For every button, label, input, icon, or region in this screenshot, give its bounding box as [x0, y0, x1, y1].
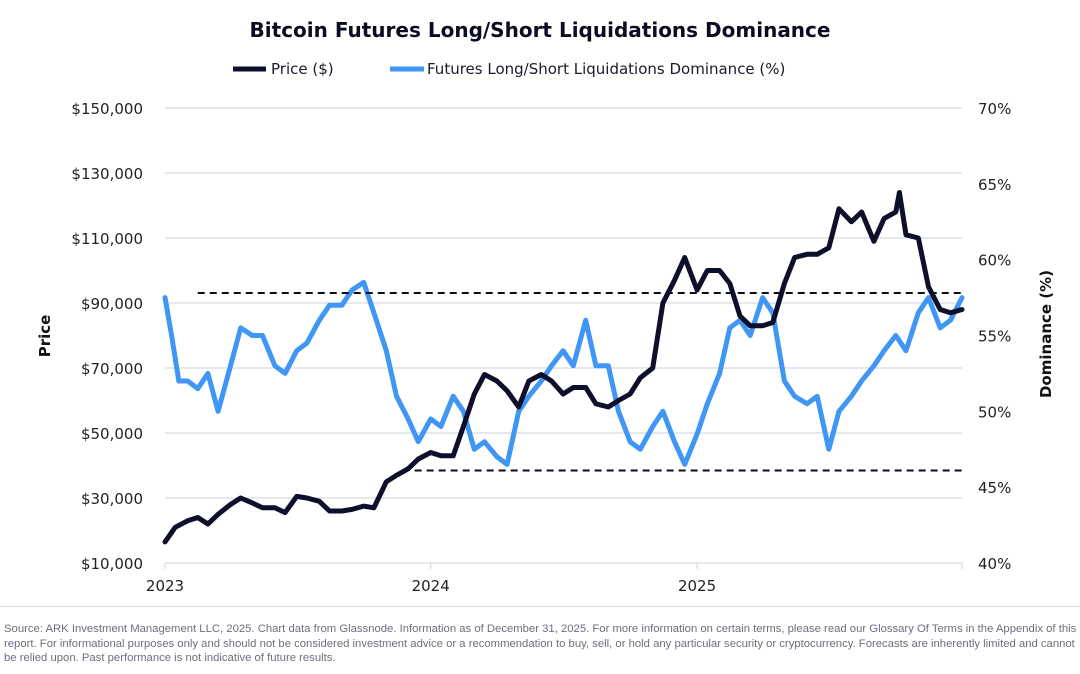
- y-axis-left-ticks: $10,000 $30,000 $50,000 $70,000 $90,000 $110,…: [71, 100, 143, 573]
- y-axis-left-title: Price: [36, 315, 54, 358]
- y-right-tick-label: 50%: [978, 403, 1011, 421]
- reference-lines: [197, 292, 962, 472]
- y-right-tick-label: 70%: [978, 100, 1011, 118]
- divider: [0, 606, 1080, 607]
- y-left-tick-label: $70,000: [81, 360, 143, 378]
- legend-label-price: Price ($): [271, 60, 334, 78]
- y-axis-right-title: Dominance (%): [1037, 270, 1055, 398]
- y-right-tick-label: 40%: [978, 555, 1011, 573]
- x-tick-label: 2023: [146, 577, 184, 595]
- legend-label-dominance: Futures Long/Short Liquidations Dominanc…: [427, 60, 785, 78]
- series-lines: [162, 190, 965, 545]
- y-left-tick-label: $110,000: [71, 230, 143, 248]
- y-right-tick-label: 65%: [978, 176, 1011, 194]
- source-footnote: Source: ARK Investment Management LLC, 2…: [4, 623, 1077, 664]
- price-line: [162, 190, 965, 545]
- dominance-line: [162, 279, 965, 467]
- y-right-tick-label: 60%: [978, 252, 1011, 270]
- chart: Bitcoin Futures Long/Short Liquidations …: [36, 18, 1055, 595]
- x-tick-label: 2025: [678, 577, 716, 595]
- x-tick-label: 2024: [412, 577, 450, 595]
- gridlines: [165, 107, 962, 564]
- y-left-tick-label: $90,000: [81, 295, 143, 313]
- y-right-tick-label: 55%: [978, 328, 1011, 346]
- y-left-tick-label: $50,000: [81, 425, 143, 443]
- legend: Price ($) Futures Long/Short Liquidation…: [233, 60, 785, 78]
- chart-title: Bitcoin Futures Long/Short Liquidations …: [250, 18, 831, 42]
- y-left-tick-label: $130,000: [71, 165, 143, 183]
- y-right-tick-label: 45%: [978, 479, 1011, 497]
- y-left-tick-label: $30,000: [81, 490, 143, 508]
- y-axis-right-ticks: 40% 45% 50% 55% 60% 65% 70%: [978, 100, 1011, 573]
- y-left-tick-label: $150,000: [71, 100, 143, 118]
- y-left-tick-label: $10,000: [81, 555, 143, 573]
- x-axis-ticks: 2023 2024 2025: [146, 563, 963, 595]
